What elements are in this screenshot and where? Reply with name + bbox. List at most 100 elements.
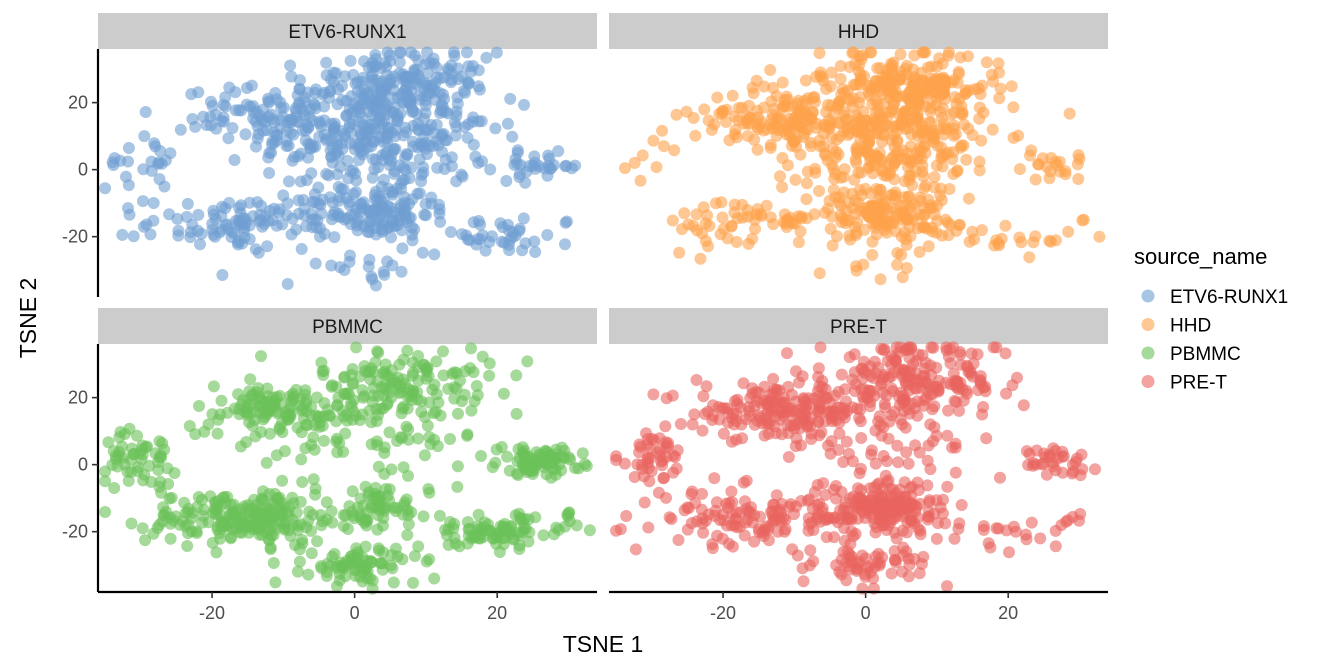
scatter-point bbox=[182, 518, 195, 531]
scatter-point bbox=[729, 124, 742, 136]
scatter-point bbox=[819, 488, 832, 501]
scatter-point bbox=[307, 473, 320, 486]
scatter-point bbox=[397, 373, 410, 386]
scatter-point bbox=[378, 365, 391, 378]
scatter-point bbox=[923, 494, 936, 507]
scatter-point bbox=[437, 128, 450, 140]
scatter-point bbox=[394, 46, 407, 59]
scatter-point bbox=[254, 519, 267, 532]
scatter-point bbox=[257, 485, 270, 498]
scatter-point bbox=[874, 557, 886, 570]
scatter-point bbox=[417, 510, 430, 523]
facet-strip bbox=[98, 13, 597, 49]
scatter-point bbox=[433, 203, 446, 216]
scatter-point bbox=[891, 439, 904, 452]
scatter-point bbox=[871, 62, 884, 75]
scatter-point bbox=[219, 497, 232, 510]
scatter-point bbox=[1076, 463, 1089, 476]
scatter-point bbox=[452, 407, 464, 420]
scatter-point bbox=[1020, 533, 1033, 546]
scatter-point bbox=[472, 523, 485, 536]
scatter-point bbox=[412, 540, 425, 553]
legend-label: PBMMC bbox=[1170, 344, 1241, 365]
scatter-point bbox=[255, 199, 268, 212]
scatter-point bbox=[628, 156, 641, 169]
scatter-point bbox=[772, 525, 784, 538]
scatter-point bbox=[213, 527, 226, 540]
scatter-point bbox=[351, 76, 364, 89]
scatter-point bbox=[773, 384, 786, 397]
scatter-point bbox=[209, 497, 222, 510]
scatter-point bbox=[716, 211, 729, 224]
scatter-point bbox=[578, 458, 591, 470]
scatter-point bbox=[445, 160, 458, 173]
scatter-point bbox=[887, 214, 900, 227]
scatter-point bbox=[931, 139, 944, 152]
facet-strip bbox=[98, 308, 597, 344]
scatter-point bbox=[976, 408, 989, 421]
scatter-point bbox=[687, 219, 700, 232]
scatter-point bbox=[776, 76, 789, 89]
scatter-point bbox=[957, 394, 970, 407]
scatter-point bbox=[340, 192, 353, 205]
scatter-point bbox=[887, 56, 900, 69]
scatter-point bbox=[732, 114, 745, 127]
scatter-point bbox=[686, 418, 699, 431]
scatter-point bbox=[548, 448, 561, 461]
scatter-point bbox=[325, 259, 338, 272]
scatter-point bbox=[292, 150, 305, 163]
scatter-point bbox=[805, 140, 818, 153]
scatter-point bbox=[942, 49, 955, 62]
scatter-point bbox=[330, 562, 343, 575]
scatter-point bbox=[851, 141, 863, 154]
scatter-point bbox=[951, 165, 964, 178]
scatter-point bbox=[670, 462, 683, 475]
scatter-point bbox=[184, 226, 197, 239]
scatter-point bbox=[919, 356, 932, 369]
scatter-point bbox=[243, 416, 256, 429]
scatter-point bbox=[267, 557, 280, 569]
scatter-point bbox=[766, 505, 779, 518]
scatter-point bbox=[226, 122, 239, 134]
scatter-point bbox=[836, 212, 849, 225]
scatter-point bbox=[1012, 129, 1025, 142]
scatter-point bbox=[901, 153, 913, 166]
scatter-point bbox=[875, 429, 888, 442]
scatter-point bbox=[922, 240, 935, 253]
scatter-point bbox=[185, 88, 198, 101]
scatter-point bbox=[336, 79, 348, 92]
scatter-point bbox=[186, 113, 199, 125]
scatter-point bbox=[973, 155, 986, 168]
scatter-point bbox=[917, 394, 930, 407]
scatter-point bbox=[1066, 510, 1079, 523]
scatter-point bbox=[317, 369, 330, 381]
scatter-point bbox=[894, 386, 907, 399]
scatter-point bbox=[770, 489, 783, 502]
scatter-point bbox=[548, 528, 560, 541]
scatter-point bbox=[775, 497, 788, 510]
scatter-point bbox=[650, 161, 663, 174]
scatter-point bbox=[690, 208, 703, 221]
scatter-point bbox=[253, 506, 266, 519]
scatter-point bbox=[931, 214, 944, 227]
scatter-point bbox=[472, 64, 485, 77]
scatter-point bbox=[634, 440, 647, 453]
scatter-point bbox=[122, 202, 134, 215]
scatter-point bbox=[512, 443, 525, 456]
scatter-point bbox=[139, 106, 152, 118]
scatter-point bbox=[781, 93, 794, 106]
scatter-point bbox=[697, 526, 710, 539]
scatter-point bbox=[388, 142, 400, 155]
scatter-point bbox=[928, 400, 941, 413]
scatter-point bbox=[312, 181, 325, 194]
scatter-point bbox=[834, 60, 847, 72]
scatter-point bbox=[737, 377, 750, 390]
scatter-point bbox=[694, 252, 707, 265]
scatter-point bbox=[165, 491, 178, 504]
scatter-point bbox=[197, 110, 210, 123]
scatter-point bbox=[144, 228, 157, 241]
scatter-point bbox=[977, 106, 990, 119]
scatter-points bbox=[610, 341, 1101, 595]
scatter-point bbox=[837, 456, 850, 468]
scatter-point bbox=[489, 122, 502, 135]
